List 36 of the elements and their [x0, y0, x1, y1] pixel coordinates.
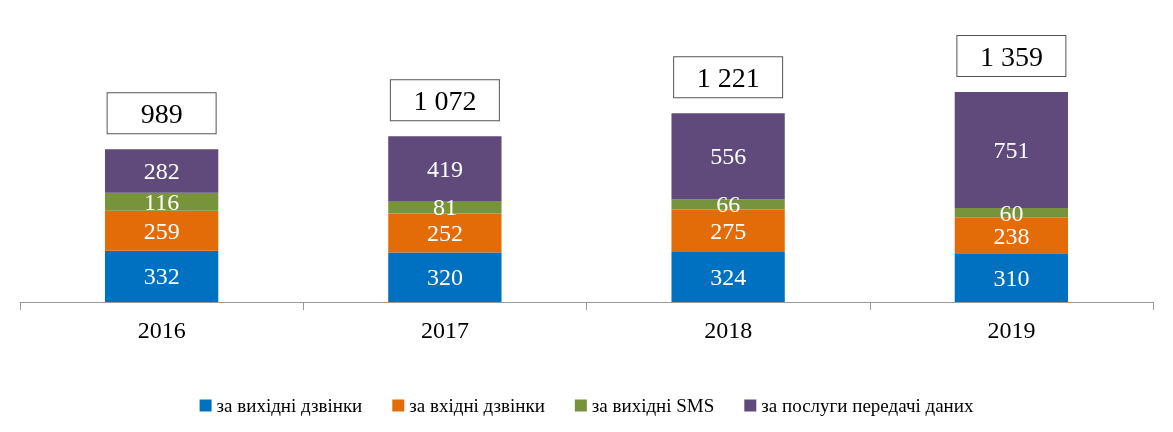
data-label: 324: [710, 263, 747, 290]
bar: [104, 192, 219, 211]
data-label: 751: [993, 137, 1030, 164]
bar: [388, 201, 502, 214]
data-label: 320: [426, 264, 463, 291]
bar: [954, 254, 1069, 302]
data-label: 310: [993, 265, 1030, 292]
bar: [388, 136, 502, 202]
legend-label: за вихідні дзвінки: [216, 395, 363, 416]
x-tick-label: 2018: [704, 317, 753, 343]
bar: [104, 250, 219, 302]
legend-label: за вхідні дзвінки: [409, 395, 545, 416]
total-label: 1 221: [696, 61, 760, 93]
bar: [388, 213, 502, 253]
x-tick-label: 2016: [137, 317, 186, 343]
x-tick-label: 2017: [420, 317, 469, 343]
total-label: 989: [140, 97, 183, 129]
data-label: 81: [432, 194, 457, 221]
data-label: 252: [426, 220, 463, 247]
total-label: 1 072: [413, 84, 477, 116]
legend-label: за вихідні SMS: [591, 395, 715, 416]
data-label: 116: [144, 188, 180, 215]
data-label: 556: [710, 143, 747, 170]
data-label: 259: [143, 217, 180, 244]
data-label: 275: [710, 217, 747, 244]
data-label: 282: [143, 157, 180, 184]
data-label: 332: [143, 263, 180, 290]
bar: [104, 149, 219, 193]
data-label: 419: [426, 155, 463, 182]
bar: [671, 251, 785, 302]
bar: [388, 252, 502, 302]
bar: [104, 210, 219, 251]
data-label: 238: [993, 222, 1030, 249]
total-label: 1 359: [979, 40, 1043, 72]
legend-label: за послуги передачі даних: [761, 395, 974, 416]
x-tick-label: 2019: [987, 317, 1036, 343]
